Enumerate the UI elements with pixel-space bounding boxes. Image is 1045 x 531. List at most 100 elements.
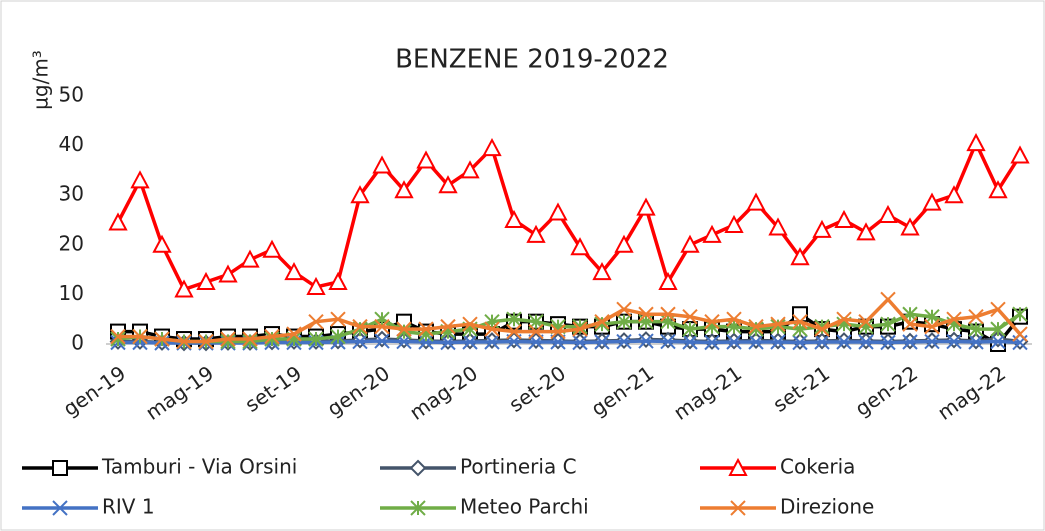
marker xyxy=(812,219,832,238)
marker xyxy=(988,180,1008,199)
marker xyxy=(526,224,546,243)
marker xyxy=(1012,306,1028,322)
y-tick-label: 0 xyxy=(71,331,84,355)
marker xyxy=(836,334,852,350)
marker xyxy=(218,264,238,283)
marker xyxy=(418,321,434,337)
marker xyxy=(132,328,148,345)
marker xyxy=(152,234,172,253)
marker xyxy=(220,333,236,350)
marker xyxy=(548,202,568,221)
marker xyxy=(286,326,302,342)
legend-item: Cokeria xyxy=(700,455,855,479)
marker xyxy=(682,321,698,337)
marker xyxy=(174,279,194,298)
marker xyxy=(154,331,170,347)
marker xyxy=(814,321,830,337)
marker xyxy=(792,334,808,351)
legend-item: RIV 1 xyxy=(22,495,155,519)
marker xyxy=(504,209,524,228)
marker xyxy=(726,311,742,327)
marker xyxy=(616,313,632,330)
marker xyxy=(594,313,610,330)
marker xyxy=(704,334,720,351)
marker xyxy=(902,316,918,332)
marker xyxy=(902,334,918,350)
y-tick-label: 10 xyxy=(59,281,84,305)
marker xyxy=(730,500,746,516)
marker xyxy=(308,331,324,347)
marker xyxy=(724,214,744,233)
marker xyxy=(770,316,786,332)
marker xyxy=(638,306,654,322)
marker xyxy=(924,318,940,335)
marker xyxy=(52,500,68,516)
marker xyxy=(638,333,654,349)
marker xyxy=(410,500,426,516)
marker xyxy=(682,334,698,350)
marker xyxy=(374,318,390,335)
marker xyxy=(880,291,896,308)
marker xyxy=(878,204,898,224)
marker xyxy=(484,321,500,337)
marker xyxy=(352,318,368,335)
marker xyxy=(570,237,590,256)
marker xyxy=(592,261,612,281)
marker xyxy=(328,271,348,290)
marker xyxy=(308,313,324,330)
marker xyxy=(746,192,766,211)
marker xyxy=(658,271,678,290)
legend-label: RIV 1 xyxy=(102,495,155,519)
marker xyxy=(352,333,368,350)
marker xyxy=(946,333,962,350)
marker xyxy=(528,323,544,340)
marker xyxy=(198,333,214,350)
marker xyxy=(462,316,478,332)
marker xyxy=(374,333,390,349)
marker xyxy=(438,175,458,194)
marker xyxy=(900,217,920,236)
marker xyxy=(680,234,700,253)
marker xyxy=(416,150,436,169)
marker xyxy=(968,321,984,337)
marker xyxy=(242,331,258,347)
marker xyxy=(550,323,566,340)
marker xyxy=(924,333,940,350)
marker xyxy=(330,328,346,345)
legend-label: Meteo Parchi xyxy=(460,495,589,519)
marker xyxy=(506,323,522,340)
y-tick-label: 40 xyxy=(59,132,84,156)
marker xyxy=(858,313,874,330)
legend-label: Portineria C xyxy=(460,455,577,479)
marker xyxy=(284,261,304,281)
marker xyxy=(374,311,390,327)
marker xyxy=(660,333,676,350)
marker xyxy=(704,313,720,330)
marker xyxy=(966,132,986,152)
marker xyxy=(990,321,1006,337)
marker xyxy=(196,271,216,290)
marker xyxy=(306,276,326,295)
legend-label: Tamburi - Via Orsini xyxy=(101,455,297,479)
marker xyxy=(702,224,722,243)
marker xyxy=(880,334,896,351)
marker xyxy=(372,155,392,174)
legend-item: Meteo Parchi xyxy=(380,495,589,519)
marker xyxy=(394,180,414,199)
marker xyxy=(506,311,522,327)
y-axis-label: µg/m³ xyxy=(29,50,53,110)
marker xyxy=(748,334,764,350)
marker xyxy=(110,328,126,345)
marker xyxy=(660,306,676,322)
marker xyxy=(636,197,656,216)
y-tick-label: 30 xyxy=(59,182,84,206)
marker xyxy=(572,334,588,351)
marker xyxy=(616,301,632,317)
marker xyxy=(792,313,808,330)
legend-label: Direzione xyxy=(780,495,874,519)
y-tick-label: 50 xyxy=(59,83,84,107)
marker xyxy=(728,457,748,476)
marker xyxy=(726,334,742,350)
marker xyxy=(946,311,962,327)
